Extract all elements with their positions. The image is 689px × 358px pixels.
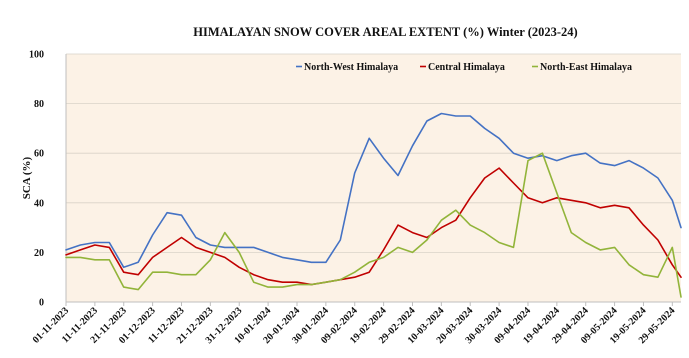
series-line-north-west-himalaya [65,112,682,269]
series-line-north-east-himalaya [65,152,682,298]
y-tick-label: 20 [34,248,44,259]
y-tick-label: 100 [29,50,44,61]
chart-title: HIMALAYAN SNOW COVER AREAL EXTENT (%) Wi… [193,25,577,39]
legend-label-north-east-himalaya: North-East Himalaya [540,62,632,73]
legend-label-north-west-himalaya: North-West Himalaya [304,62,398,73]
series-line-central-himalaya [65,167,682,286]
legend-label-central-himalaya: Central Himalaya [428,62,505,73]
y-tick-label: 80 [34,99,44,110]
y-tick-label: 60 [34,149,44,160]
y-tick-label: 40 [34,198,44,209]
y-axis-label: SCA (%) [21,156,33,199]
y-tick-label: 0 [39,298,44,309]
